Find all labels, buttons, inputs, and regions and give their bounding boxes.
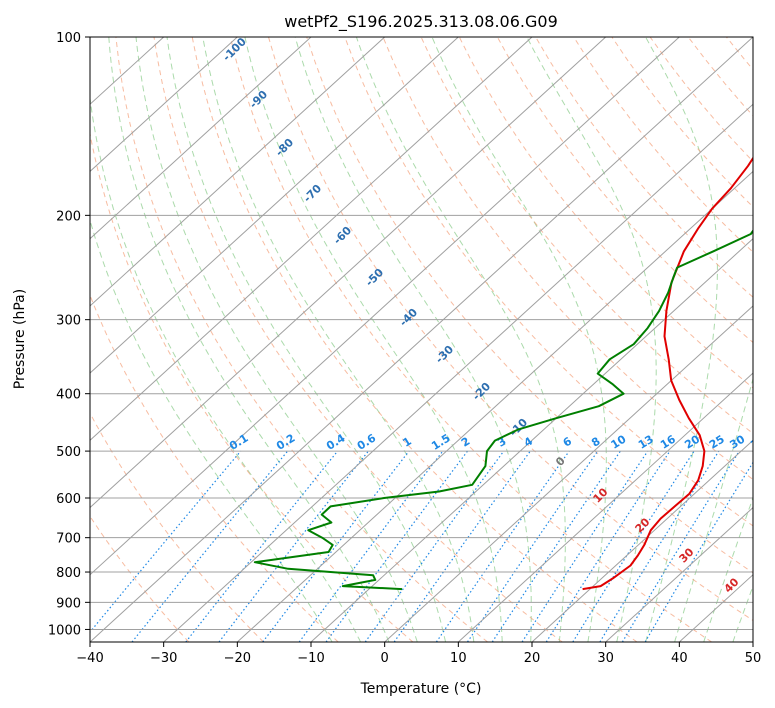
x-axis-ticks: −40 −30 −20 −10 0 10 20 30 40 50 — [76, 642, 761, 666]
y-tick-label: 700 — [56, 532, 81, 547]
x-axis-title: Temperature (°C) — [360, 681, 482, 697]
y-axis-ticks: 100 200 300 400 500 600 700 800 900 1000 — [48, 31, 90, 638]
isotherm-line — [384, 305, 753, 642]
moist-adiabat-line — [135, 37, 418, 642]
dry-adiabat-line — [153, 37, 563, 642]
x-tick-label: 10 — [450, 651, 467, 666]
moist-adiabat-line — [202, 37, 475, 642]
mixing-ratio-line — [572, 450, 695, 642]
moist-adiabat-line — [294, 37, 532, 642]
y-axis-title: Pressure (hPa) — [12, 289, 28, 389]
isotherm-line — [90, 37, 607, 509]
mixing-ratio-line — [185, 450, 339, 642]
y-tick-label: 600 — [56, 492, 81, 507]
mixing-ratio-line — [621, 450, 740, 642]
mixing-ratio-line — [491, 450, 621, 642]
y-tick-label: 100 — [56, 31, 81, 46]
dry-adiabat-line — [268, 37, 753, 622]
mixing-ratio-line — [364, 450, 505, 642]
isotherm-line — [90, 37, 680, 576]
isotherm-line — [90, 37, 753, 642]
dry-adiabat-line — [90, 515, 190, 642]
sounding-series — [253, 156, 753, 591]
moist-adiabat-line — [166, 37, 447, 642]
dry-adiabat-line — [90, 293, 339, 642]
mixing-ratio-line — [435, 450, 570, 642]
y-tick-label: 900 — [56, 596, 81, 611]
chart-title: wetPf2_S196.2025.313.08.06.G09 — [284, 12, 558, 32]
y-tick-label: 1000 — [48, 623, 81, 638]
dry-adiabat-line — [90, 412, 264, 642]
dry-adiabat-line — [115, 37, 488, 642]
y-tick-label: 500 — [56, 445, 81, 460]
moist-adiabat-line — [431, 37, 607, 642]
x-tick-label: −30 — [150, 651, 177, 666]
x-tick-label: 20 — [524, 651, 541, 666]
x-tick-label: 50 — [745, 651, 762, 666]
moist-adiabat-line — [108, 37, 390, 642]
isotherm-line — [90, 37, 533, 442]
isotherm-line — [236, 170, 753, 642]
mixing-ratio-line — [466, 450, 599, 642]
isobar-grid — [90, 37, 753, 630]
y-tick-label: 300 — [56, 314, 81, 329]
moist-adiabat-line — [355, 37, 566, 642]
x-tick-label: 40 — [671, 651, 688, 666]
x-tick-label: 0 — [381, 651, 389, 666]
moist-adiabat-line — [645, 37, 718, 642]
mixing-ratio-label: 36 — [748, 432, 768, 451]
x-tick-label: −20 — [224, 651, 251, 666]
x-tick-label: −40 — [76, 651, 103, 666]
isotherm-line — [90, 37, 238, 173]
mixing-ratio-line — [262, 450, 410, 642]
moist-adiabat-line — [703, 496, 753, 642]
isotherm-line — [90, 37, 459, 374]
isotherm-line — [457, 372, 753, 642]
mixing-ratio-line — [90, 450, 242, 633]
moist-adiabat-line — [244, 37, 503, 642]
dewpoint-profile-line — [253, 229, 753, 591]
moist-adiabat-line — [90, 218, 333, 642]
mixing-ratio-line — [521, 450, 649, 642]
isotherm-line — [90, 37, 386, 307]
x-tick-label: 30 — [597, 651, 614, 666]
plot-area: 0.10.20.40.611.52346810131620253036 -100… — [90, 37, 768, 642]
isotherm-grid — [90, 37, 753, 642]
x-tick-label: −10 — [297, 651, 324, 666]
y-tick-label: 800 — [56, 566, 81, 581]
temperature-profile-line — [582, 156, 753, 591]
mixing-ratio-line — [131, 450, 289, 642]
isotherm-line — [310, 237, 753, 642]
dry-adiabat-line — [191, 37, 638, 642]
mixing-ratio-line — [325, 450, 468, 642]
y-tick-label: 200 — [56, 209, 81, 224]
isotherm-line — [605, 506, 753, 642]
dry-adiabat-line — [458, 37, 753, 389]
moist-adiabat-line — [732, 584, 753, 642]
dry-adiabat-line — [496, 37, 753, 344]
moist-adiabats — [90, 37, 753, 642]
dry-adiabat-line — [306, 37, 753, 574]
mixing-ratio-line — [545, 450, 671, 642]
isotherm-line — [163, 103, 753, 642]
plot-frame — [89, 36, 754, 643]
moist-adiabat-line — [674, 377, 753, 642]
y-tick-label: 400 — [56, 388, 81, 403]
isotherm-line — [531, 439, 753, 642]
isotherm-line — [90, 37, 312, 240]
